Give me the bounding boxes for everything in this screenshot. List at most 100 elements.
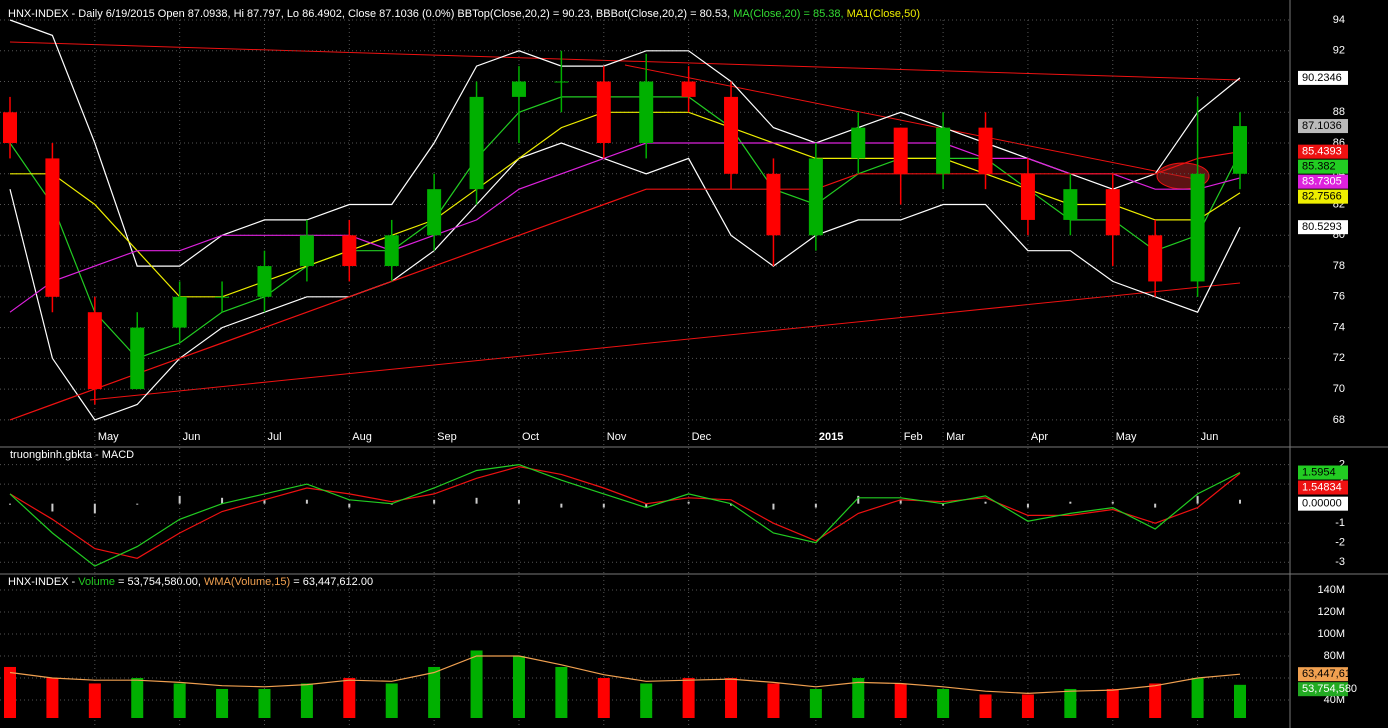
candle-body	[1233, 126, 1247, 174]
last-value-label: 82.7566	[1302, 191, 1342, 203]
candle-body	[3, 112, 17, 144]
volume-bar	[173, 683, 186, 718]
trendlines	[9, 41, 1241, 401]
wma-line	[9, 655, 1241, 695]
header-part: MA1(Close,50)	[847, 8, 920, 20]
candle-body	[299, 235, 314, 267]
indicator-line	[9, 96, 1241, 359]
volume-bar	[4, 666, 16, 718]
volume-bar	[725, 677, 738, 718]
y-tick-label: 72	[1333, 352, 1345, 364]
last-value-label: 63,447,612	[1302, 668, 1357, 680]
volume-bar	[343, 677, 356, 718]
y-tick-label: 74	[1333, 321, 1345, 333]
macd-histogram-bar	[899, 499, 902, 504]
macd-histogram-bar	[475, 497, 478, 504]
y-tick-label: 70	[1333, 383, 1345, 395]
last-value-box	[1298, 496, 1348, 511]
header-part: Volume	[78, 576, 115, 588]
volume-bar	[852, 677, 865, 718]
volume-bar	[1191, 677, 1204, 718]
candle-body	[215, 296, 230, 298]
macd-histogram-bar	[348, 503, 351, 508]
volume-bar	[385, 683, 398, 718]
y-tick-label: 88	[1333, 106, 1345, 118]
last-value-label: 83.7305	[1302, 176, 1342, 188]
last-value-label: 80.5293	[1302, 221, 1342, 233]
macd-histogram-bar	[433, 499, 436, 504]
volume-bar	[597, 677, 610, 718]
x-tick-label: Dec	[692, 431, 712, 443]
macd-histogram-bar	[1196, 495, 1199, 504]
y-tick-label: 80M	[1324, 650, 1345, 662]
candle-body	[257, 266, 272, 297]
y-tick-label: 78	[1333, 260, 1345, 272]
y-tick-label: 120M	[1317, 606, 1345, 618]
macd-histogram-bar	[9, 503, 11, 505]
candle-body	[1063, 189, 1078, 220]
macd-histogram-bar	[1239, 499, 1241, 504]
volume-bar	[1149, 683, 1162, 718]
last-value-box	[1298, 159, 1348, 174]
candle-body	[45, 158, 60, 297]
last-value-box	[1298, 144, 1348, 159]
macd-histogram-bar	[51, 503, 54, 512]
y-tick-label: 2	[1339, 459, 1345, 471]
candle-body	[1105, 189, 1120, 236]
last-value-box	[1298, 174, 1348, 189]
indicator-line	[9, 151, 1241, 421]
volume-bar	[258, 688, 271, 718]
last-value-box	[1298, 70, 1348, 85]
volume-bar	[1234, 684, 1246, 718]
volume-bar	[979, 694, 992, 718]
candle-body	[130, 327, 145, 390]
macd-title: truongbinh.gbkta - MACD	[10, 449, 134, 461]
candle-body	[427, 189, 442, 236]
candle-body	[766, 173, 781, 236]
x-tick-label: 2015	[819, 431, 843, 443]
header-part: = 63,447,612.00	[290, 576, 373, 588]
macd-histogram-bar	[1069, 501, 1072, 504]
x-tick-label: Nov	[607, 431, 627, 443]
macd-signal-line	[9, 465, 1241, 559]
candle-body	[384, 235, 399, 267]
volume-bar	[937, 688, 950, 718]
x-tick-label: May	[98, 431, 119, 443]
last-value-box	[1298, 682, 1348, 697]
indicator-line	[9, 142, 1241, 421]
macd-histogram-bar	[136, 503, 139, 505]
macd-histogram-bar	[602, 503, 605, 508]
candle-body	[172, 296, 187, 328]
last-value-box	[1298, 480, 1348, 495]
y-tick-label: 94	[1333, 14, 1345, 26]
indicator-line	[10, 111, 1241, 298]
x-tick-label: Jun	[1201, 431, 1219, 443]
y-tick-label: 100M	[1317, 628, 1345, 640]
macd-histogram-bar	[517, 499, 520, 504]
volume-bar	[1064, 688, 1077, 718]
macd-histogram-bar	[221, 497, 224, 504]
last-value-label: 90.2346	[1302, 72, 1342, 84]
header: HNX-INDEX - Volume = 53,754,580.00, WMA(…	[8, 576, 373, 588]
last-value-box	[1298, 220, 1348, 235]
volume-bar	[682, 677, 695, 718]
volume-bar	[640, 683, 653, 718]
candle-body	[808, 158, 823, 236]
header: HNX-INDEX - Daily 6/19/2015 Open 87.0938…	[8, 8, 920, 20]
candle-body	[1020, 173, 1035, 220]
macd-histogram-bar	[1026, 503, 1029, 508]
x-tick-label: Feb	[904, 431, 923, 443]
macd-histogram-bar	[730, 503, 733, 506]
volume-bar	[1021, 694, 1034, 718]
header-part: = 53,754,580.00,	[115, 576, 204, 588]
header-part: HNX-INDEX - Daily 6/19/2015 Open 87.0938…	[8, 8, 733, 20]
volume-bar	[809, 688, 822, 718]
y-tick-label: -2	[1335, 537, 1345, 549]
candle-body	[1190, 173, 1205, 282]
indicator-line	[9, 142, 1241, 313]
y-tick-label: 92	[1333, 45, 1345, 57]
last-value-box	[1298, 119, 1348, 134]
macd-histogram-bar	[178, 495, 181, 504]
